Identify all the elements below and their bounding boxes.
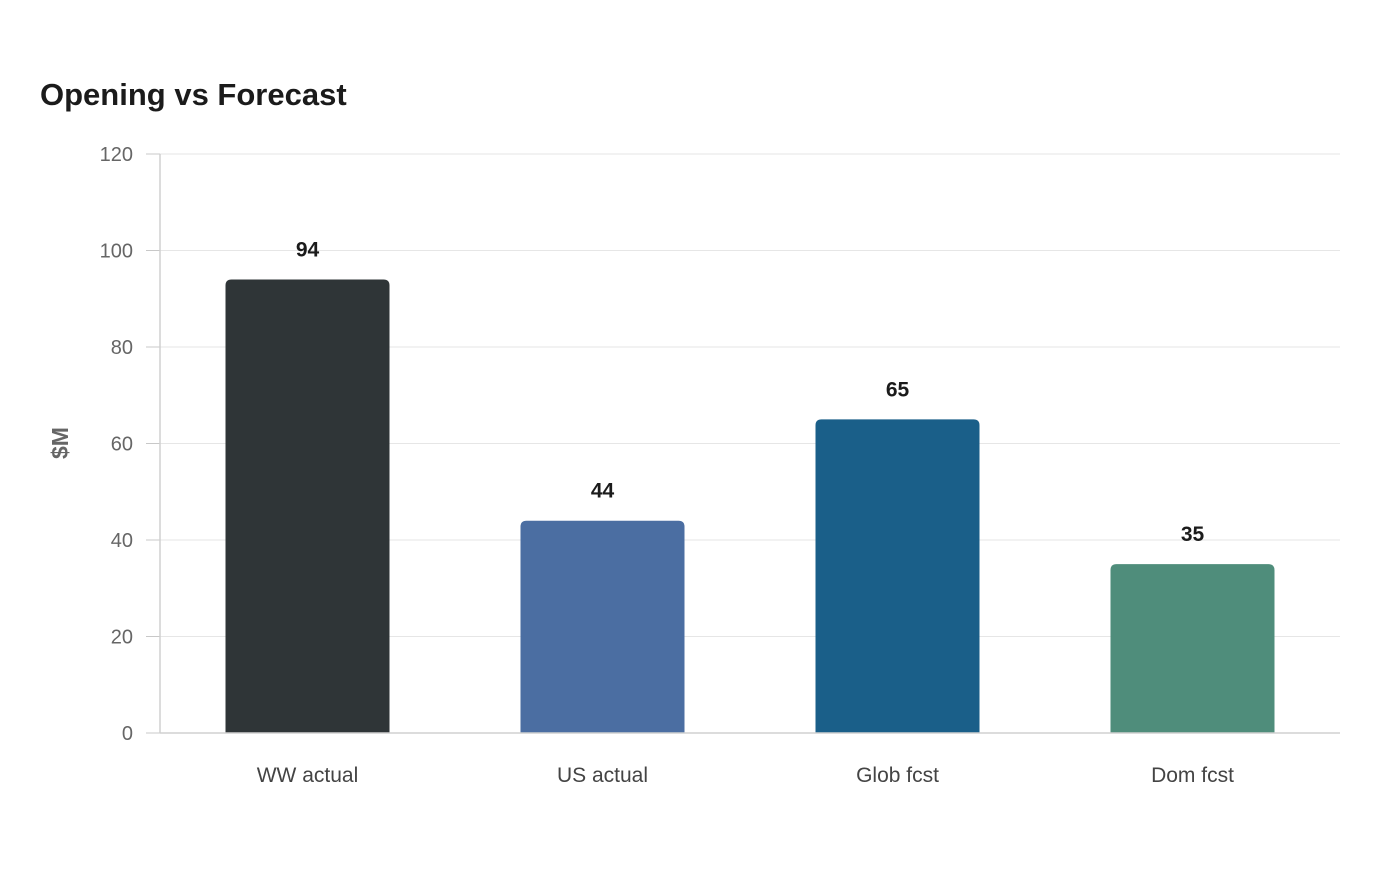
bar-dom-fcst [1110,564,1275,733]
bar-ww-actual [225,279,390,733]
y-tick-label: 100 [100,241,133,263]
y-tick-label: 80 [111,337,133,359]
data-label: 35 [1181,523,1205,546]
y-tick-label: 40 [111,530,133,552]
data-label: 65 [886,378,910,401]
x-tick-label: WW actual [257,764,359,787]
data-label: 94 [296,238,320,261]
x-tick-label: US actual [557,764,648,787]
y-axis-title: $M [47,427,73,459]
bars [225,279,1275,733]
y-tick-label: 60 [111,434,133,456]
x-tick-label: Glob fcst [856,764,939,787]
y-axis-ticks: 0 20 40 60 80 100 120 [100,144,160,745]
chart-title: Opening vs Forecast [40,77,347,112]
y-tick-label: 20 [111,627,133,649]
data-label: 44 [591,480,615,503]
bar-glob-fcst [815,419,980,733]
data-labels: 94 44 65 35 [296,238,1205,546]
x-tick-label: Dom fcst [1151,764,1234,787]
y-tick-label: 0 [122,723,133,745]
x-axis-ticks: WW actual US actual Glob fcst Dom fcst [257,764,1234,787]
bar-us-actual [520,520,685,733]
y-tick-label: 120 [100,144,133,166]
